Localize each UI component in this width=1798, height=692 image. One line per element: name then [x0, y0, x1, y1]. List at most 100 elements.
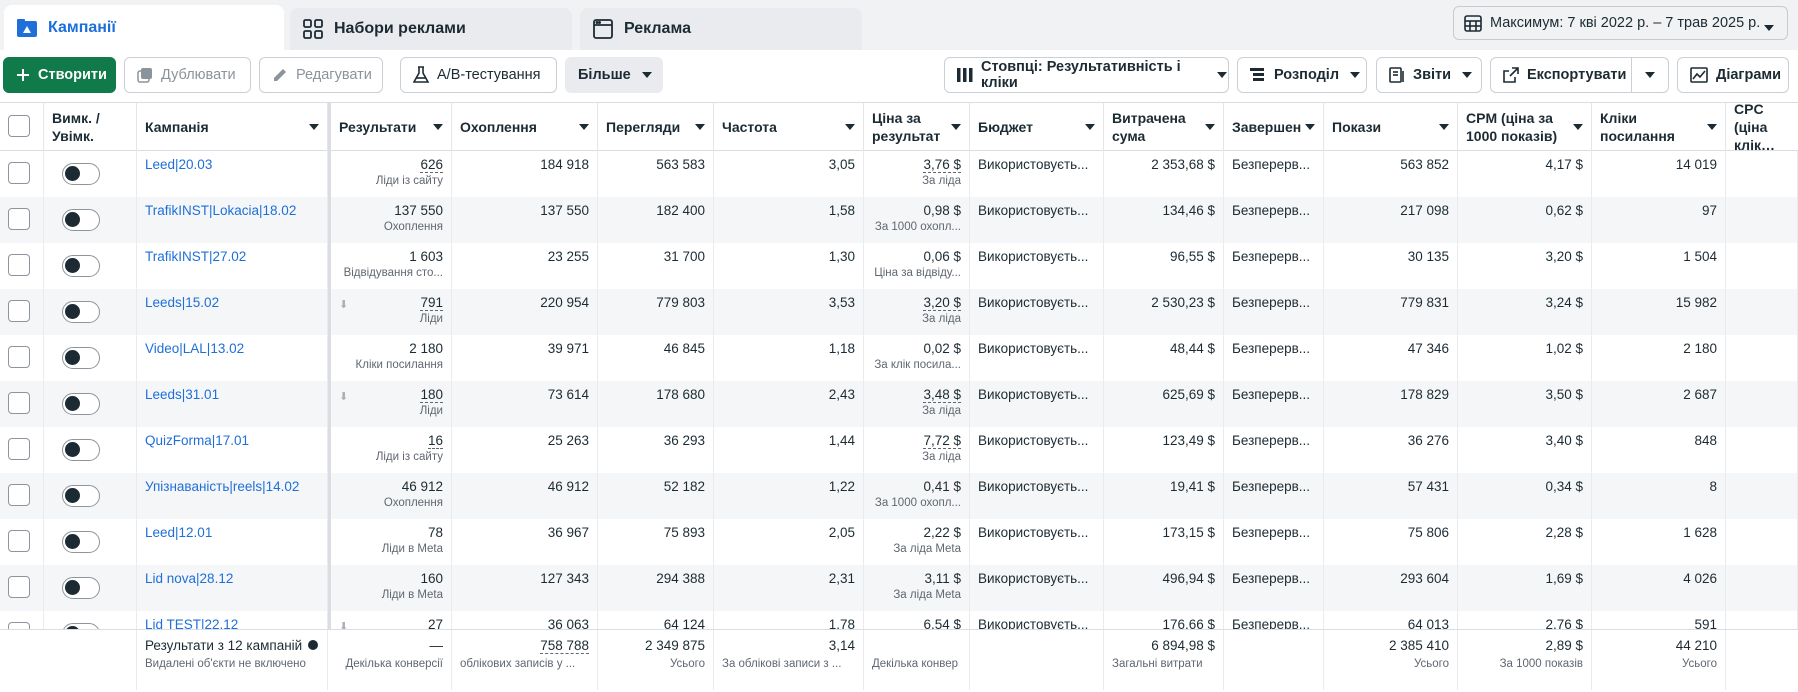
columns-button[interactable]: Стовпці: Результативність і кліки	[944, 57, 1229, 93]
campaign-toggle[interactable]	[62, 393, 100, 415]
campaign-toggle[interactable]	[62, 531, 100, 553]
campaign-toggle[interactable]	[62, 255, 100, 277]
table-row[interactable]: Leed|20.03 626 Ліди із сайту 184 918 563 583…	[0, 151, 1798, 197]
table-row[interactable]: Leeds|15.02 ⬇ 791 Ліди 220 954 779 803 3,53 3,2…	[0, 289, 1798, 335]
reports-button[interactable]: Звіти	[1376, 57, 1482, 93]
row-checkbox[interactable]	[8, 576, 30, 598]
table-row[interactable]: Video|LAL|13.02 2 180 Кліки посилання 39 97…	[0, 335, 1798, 381]
results-value: 16	[427, 433, 443, 449]
row-checkbox[interactable]	[8, 392, 30, 414]
budget-cell: Використовуєть...	[970, 381, 1104, 427]
table-row[interactable]: TrafikINST|27.02 1 603 Відвідування сто...…	[0, 243, 1798, 289]
impressions-cell: 30 135	[1324, 243, 1458, 289]
campaign-link[interactable]: Упізнаваність|reels|14.02	[145, 479, 300, 494]
col-toggle-label: Вимк. / Увімк.	[52, 110, 100, 144]
col-impressions[interactable]: Покази	[1324, 103, 1458, 151]
date-range-picker[interactable]: Максимум: 7 кві 2022 р. – 7 трав 2025 р.	[1453, 6, 1788, 40]
totals-views-sub: Усього	[669, 658, 705, 670]
campaign-link[interactable]: TrafikINST|Lokacia|18.02	[145, 203, 297, 218]
table-row[interactable]: QuizForma|17.01 16 Ліди із сайту 25 263 36 2…	[0, 427, 1798, 473]
reach-value: 137 550	[540, 203, 589, 218]
campaign-link[interactable]: TrafikINST|27.02	[145, 249, 247, 264]
campaign-toggle[interactable]	[62, 301, 100, 323]
row-checkbox[interactable]	[8, 438, 30, 460]
row-checkbox[interactable]	[8, 208, 30, 230]
ends-cell: Безперерв...	[1224, 473, 1324, 519]
breakdown-button[interactable]: Розподіл	[1237, 57, 1367, 93]
campaign-toggle[interactable]	[62, 209, 100, 231]
row-checkbox[interactable]	[8, 300, 30, 322]
create-button[interactable]: Створити	[3, 57, 116, 93]
export-button[interactable]: Експортувати	[1490, 57, 1632, 93]
row-checkbox[interactable]	[8, 530, 30, 552]
campaign-toggle[interactable]	[62, 163, 100, 185]
table-row[interactable]: Lid nova|28.12 160 Ліди в Meta 127 343 294 3…	[0, 565, 1798, 611]
tab-ad-sets[interactable]: Набори реклами	[290, 8, 572, 50]
col-views[interactable]: Перегляди	[598, 103, 714, 151]
campaign-link[interactable]: Leed|12.01	[145, 525, 213, 540]
col-ends[interactable]: Завершен	[1224, 103, 1324, 151]
grid-icon	[302, 18, 324, 40]
campaign-link[interactable]: Lid nova|28.12	[145, 571, 234, 586]
campaign-toggle[interactable]	[62, 439, 100, 461]
totals-reach-sub: облікових записів у ...	[460, 658, 576, 670]
table-row[interactable]: Leed|12.01 78 Ліди в Meta 36 967 75 893 2,05 2…	[0, 519, 1798, 565]
spent-value: 134,46 $	[1162, 203, 1215, 218]
charts-button[interactable]: Діаграми	[1677, 57, 1789, 93]
col-toggle[interactable]: Вимк. / Увімк.	[44, 103, 137, 151]
views-value: 178 680	[656, 387, 705, 402]
row-toggle-cell	[44, 151, 137, 197]
campaign-link[interactable]: Leeds|31.01	[145, 387, 220, 402]
col-reach[interactable]: Охоплення	[452, 103, 598, 151]
table-row[interactable]: Leeds|31.01 ⬇ 180 Ліди 73 614 178 680 2,43 3,48…	[0, 381, 1798, 427]
col-cpm[interactable]: CPM (ціна за 1000 показів)	[1458, 103, 1592, 151]
tab-ads[interactable]: Реклама	[580, 8, 862, 50]
campaign-toggle[interactable]	[62, 577, 100, 599]
campaign-link[interactable]: QuizForma|17.01	[145, 433, 250, 448]
campaign-link[interactable]: Video|LAL|13.02	[145, 341, 245, 356]
col-cost-per-result[interactable]: Ціна за результат	[864, 103, 970, 151]
table-row[interactable]: TrafikINST|Lokacia|18.02 137 550 Охоплення…	[0, 197, 1798, 243]
campaign-link[interactable]: Leeds|15.02	[145, 295, 220, 310]
spent-value: 625,69 $	[1162, 387, 1215, 402]
cpm-value: 2,76 $	[1545, 617, 1583, 632]
col-campaign[interactable]: Кампанія	[137, 103, 328, 151]
reach-cell: 73 614	[452, 381, 598, 427]
campaign-link[interactable]: Lid TEST|22.12	[145, 617, 239, 632]
edit-button[interactable]: Редагувати	[259, 57, 383, 93]
budget-value: Використовуєть...	[978, 157, 1089, 172]
row-checkbox[interactable]	[8, 254, 30, 276]
columns-icon	[957, 68, 973, 82]
clicks-cell: 1 504	[1592, 243, 1726, 289]
info-icon[interactable]	[307, 640, 318, 650]
campaign-toggle[interactable]	[62, 347, 100, 369]
impressions-cell: 75 806	[1324, 519, 1458, 565]
col-spent[interactable]: Витрачена сума	[1104, 103, 1224, 151]
row-checkbox[interactable]	[8, 162, 30, 184]
export-dropdown-button[interactable]	[1631, 57, 1669, 93]
duplicate-button[interactable]: Дублювати	[124, 57, 251, 93]
more-button[interactable]: Більше	[565, 57, 663, 93]
row-checkbox[interactable]	[8, 346, 30, 368]
frequency-cell: 2,05	[714, 519, 864, 565]
views-value: 64 124	[663, 617, 705, 632]
impressions-value: 47 346	[1407, 341, 1449, 356]
totals-budget	[970, 630, 1104, 690]
ab-test-button[interactable]: A/B-тестування	[400, 57, 557, 93]
campaign-toggle[interactable]	[62, 485, 100, 507]
results-sub: Охоплення	[383, 497, 443, 509]
campaign-link[interactable]: Leed|20.03	[145, 157, 213, 172]
table-row[interactable]: Упізнаваність|reels|14.02 46 912 Охоплення…	[0, 473, 1798, 519]
col-link-clicks[interactable]: Кліки посилання	[1592, 103, 1726, 151]
col-results[interactable]: Результати	[331, 103, 452, 151]
tab-campaigns[interactable]: Кампанії	[4, 5, 284, 50]
flask-icon	[413, 66, 429, 84]
clicks-cell: 1 628	[1592, 519, 1726, 565]
col-frequency[interactable]: Частота	[714, 103, 864, 151]
budget-value: Використовуєть...	[978, 571, 1089, 586]
col-cpc[interactable]: CPC (ціна клік…	[1726, 103, 1798, 153]
row-checkbox[interactable]	[8, 484, 30, 506]
col-budget[interactable]: Бюджет	[970, 103, 1104, 151]
tab-campaigns-label: Кампанії	[48, 18, 116, 36]
select-all-checkbox[interactable]	[8, 115, 30, 137]
